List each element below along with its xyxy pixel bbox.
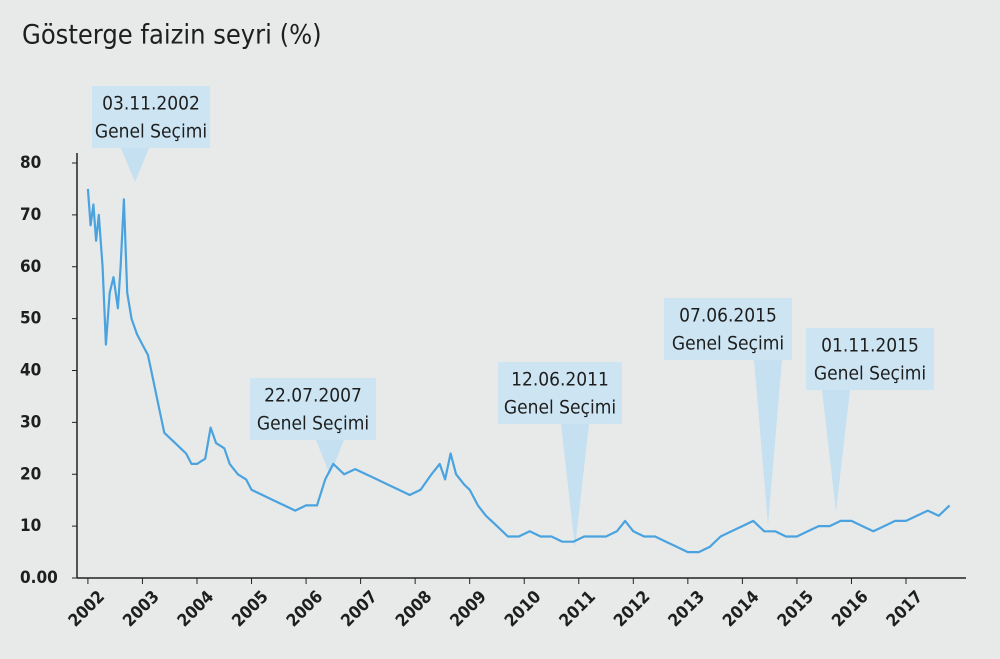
callout-pointer bbox=[561, 424, 589, 548]
callout-pointer bbox=[121, 148, 149, 182]
y-tick-label: 30 bbox=[20, 412, 41, 432]
y-tick-label: 40 bbox=[20, 361, 41, 381]
callout-box bbox=[664, 298, 792, 360]
callout-box bbox=[250, 378, 376, 440]
data-line bbox=[86, 188, 951, 554]
y-tick-label: 60 bbox=[20, 257, 41, 277]
callout-box bbox=[498, 362, 622, 424]
annotation-date: 22.07.2007 bbox=[264, 385, 362, 407]
annotation-date: 12.06.2011 bbox=[511, 369, 609, 391]
annotation-text: Genel Seçimi bbox=[504, 397, 616, 419]
y-tick-label: 20 bbox=[20, 464, 41, 484]
callout-pointer bbox=[316, 440, 344, 475]
annotation-date: 07.06.2015 bbox=[679, 305, 777, 327]
annotation-text: Genel Seçimi bbox=[95, 121, 207, 143]
chart-title: Gösterge faizin seyri (%) bbox=[22, 20, 322, 51]
annotation-text: Genel Seçimi bbox=[257, 413, 369, 435]
annotation-text: Genel Seçimi bbox=[672, 333, 784, 355]
callout-box bbox=[92, 86, 210, 148]
annotation-date: 03.11.2002 bbox=[102, 93, 200, 115]
annotation-date: 01.11.2015 bbox=[821, 335, 919, 357]
callout-pointer bbox=[822, 390, 850, 512]
callout-box bbox=[806, 328, 934, 390]
callout-pointer bbox=[754, 360, 782, 525]
annotation-text: Genel Seçimi bbox=[814, 363, 926, 385]
y-tick-label: 0.00 bbox=[20, 568, 58, 588]
y-tick-label: 80 bbox=[20, 153, 41, 173]
y-tick-label: 10 bbox=[20, 516, 41, 536]
y-tick-label: 70 bbox=[20, 205, 41, 225]
y-tick-label: 50 bbox=[20, 309, 41, 329]
